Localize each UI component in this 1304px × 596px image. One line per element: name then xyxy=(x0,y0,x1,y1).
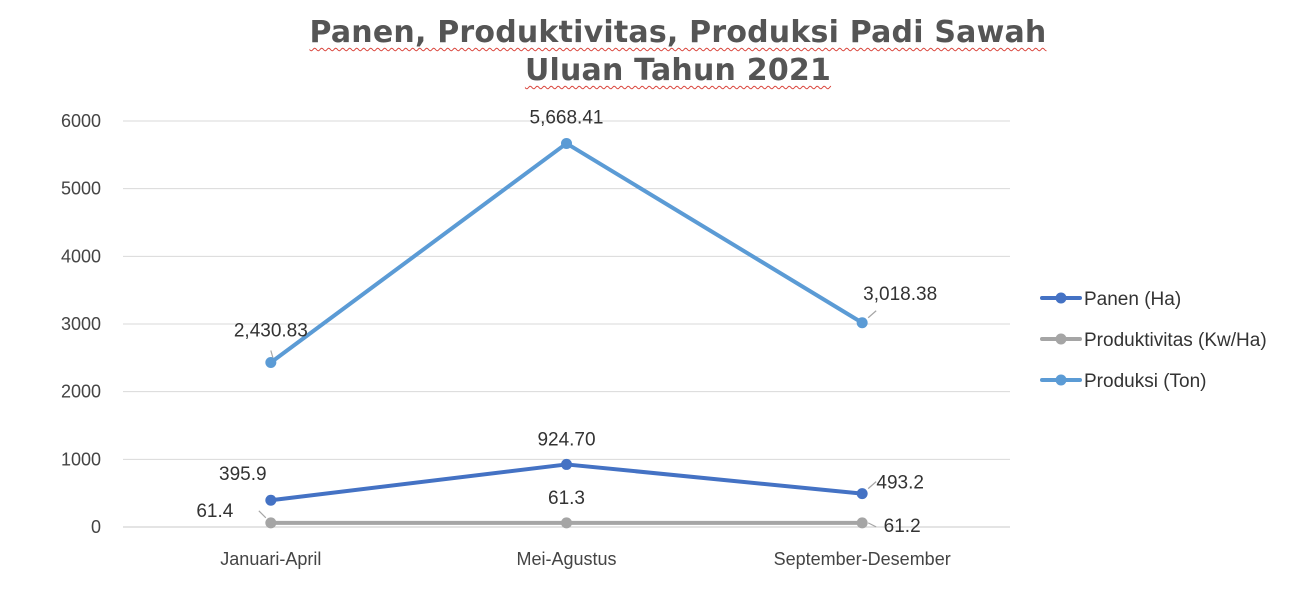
data-labels: 395.9 924.70 493.2 61.4 61.3 61.2 2,430.83 5,66… xyxy=(196,107,937,536)
data-label-1-1: 395.9 xyxy=(219,464,267,485)
chart-title-line-1: Panen, Produktivitas, Produksi Padi Sawa… xyxy=(309,15,1047,50)
data-label-3-3: 3,018.38 xyxy=(863,284,937,305)
x-tick-label-3: September-Desember xyxy=(774,549,951,569)
legend-marker-2 xyxy=(1055,333,1067,345)
y-tick-label-0: 0 xyxy=(91,517,101,537)
data-label-2-2: 61.3 xyxy=(548,488,585,509)
data-label-1-3: 493.2 xyxy=(876,473,924,494)
series-1-point-2 xyxy=(561,458,572,470)
x-tick-label-1: Januari-April xyxy=(220,549,321,569)
x-axis: Januari-April Mei-Agustus September-Desemb… xyxy=(220,549,950,569)
x-tick-label-2: Mei-Agustus xyxy=(516,549,616,569)
legend-label-2: Produktivitas (Kw/Ha) xyxy=(1084,330,1267,351)
leader-line-1-3 xyxy=(867,481,877,490)
legend-label-1: Panen (Ha) xyxy=(1084,289,1181,310)
series-2-point-1 xyxy=(265,517,277,529)
y-axis: 0 1000 2000 3000 4000 5000 6000 xyxy=(61,111,101,537)
data-label-2-3: 61.2 xyxy=(884,516,921,537)
data-label-3-2: 5,668.41 xyxy=(530,107,604,128)
y-tick-label-2000: 2000 xyxy=(61,382,101,402)
y-tick-label-3000: 3000 xyxy=(61,314,101,334)
leader-line-3-1 xyxy=(270,350,274,358)
series-3-point-2 xyxy=(561,137,572,149)
series-2-point-3 xyxy=(856,517,868,529)
series-1-point-1 xyxy=(265,494,277,506)
leader-line-2-1 xyxy=(258,510,267,519)
y-tick-label-4000: 4000 xyxy=(61,246,101,266)
legend-marker-1 xyxy=(1055,292,1067,304)
series-3-point-3 xyxy=(856,317,868,329)
data-label-2-1: 61.4 xyxy=(196,501,233,522)
y-tick-label-5000: 5000 xyxy=(61,179,101,199)
chart-title: Panen, Produktivitas, Produksi Padi Sawa… xyxy=(0,14,1304,90)
legend-label-3: Produksi (Ton) xyxy=(1084,371,1207,392)
leader-line-3-3 xyxy=(867,310,877,319)
data-label-1-2: 924.70 xyxy=(537,429,595,450)
series-group xyxy=(265,137,868,529)
series-1-point-3 xyxy=(856,488,868,500)
y-tick-label-1000: 1000 xyxy=(61,449,101,469)
series-3-point-1 xyxy=(265,357,277,369)
series-2-point-2 xyxy=(561,517,572,529)
leader-line-2-3 xyxy=(867,522,877,528)
chart-title-line-2: Uluan Tahun 2021 xyxy=(524,53,832,88)
legend-marker-3 xyxy=(1055,374,1067,386)
legend: Panen (Ha) Produktivitas (Kw/Ha) Produksi … xyxy=(1040,289,1267,392)
series-line-3 xyxy=(268,141,865,365)
y-tick-label-6000: 6000 xyxy=(61,111,101,131)
data-label-3-1: 2,430.83 xyxy=(234,321,308,342)
